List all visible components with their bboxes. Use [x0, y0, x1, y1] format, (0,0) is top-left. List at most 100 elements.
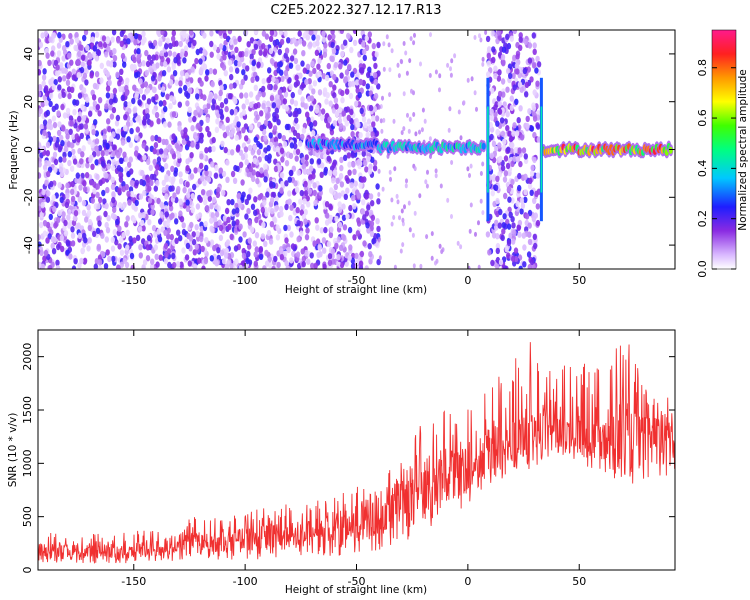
- spectrogram-speckle: [493, 65, 498, 72]
- spectrogram-speckle: [56, 50, 62, 57]
- spectrogram-speckle: [378, 255, 382, 261]
- spectrogram-speckle: [512, 122, 517, 129]
- spectrogram-speckle: [247, 144, 253, 151]
- spectrogram-speckle: [98, 41, 103, 48]
- spectrogram-speckle: [489, 114, 495, 122]
- spectrogram-speckle: [125, 215, 130, 222]
- spectrogram-speckle: [241, 109, 247, 116]
- spectrogram-speckle: [327, 116, 332, 123]
- spectrogram-speckle: [290, 243, 296, 250]
- spectrogram-speckle: [48, 100, 53, 108]
- spectrogram-speckle: [153, 231, 158, 238]
- spectrogram-speckle: [339, 261, 345, 269]
- spectrogram-speckle: [171, 111, 177, 118]
- snr-ytick-label: 500: [21, 506, 34, 527]
- spectrogram-speckle: [163, 60, 168, 68]
- spectrogram-speckle: [300, 248, 305, 255]
- spectrogram-speckle: [279, 248, 284, 255]
- spectrogram-speckle: [346, 32, 351, 40]
- spectrogram-speckle: [160, 55, 165, 63]
- spectrogram-speckle: [429, 32, 432, 38]
- spectrogram-speckle: [81, 199, 87, 207]
- spectrogram-speckle: [284, 123, 290, 131]
- spectrogram-speckle: [166, 66, 172, 73]
- spectrogram-speckle: [158, 148, 164, 155]
- spectrogram-speckle: [80, 54, 86, 61]
- spectrogram-speckle: [316, 63, 321, 70]
- spectrogram-speckle: [354, 252, 359, 260]
- spectrogram-speckle: [195, 93, 200, 100]
- spectrogram-speckle: [326, 240, 332, 248]
- spectrogram-speckle: [57, 92, 63, 100]
- spectrogram-speckle: [162, 121, 168, 128]
- spectrogram-speckle: [286, 224, 291, 232]
- spectrogram-speckle: [137, 225, 143, 233]
- spectrogram-speckle: [438, 87, 441, 93]
- spectrogram-speckle: [174, 40, 179, 47]
- spectrogram-speckle: [111, 30, 117, 36]
- spectrogram-speckle: [393, 166, 397, 172]
- spectrogram-speckle: [194, 135, 199, 142]
- spectrogram-speckle: [323, 226, 328, 234]
- spectrogram-speckle: [336, 236, 341, 243]
- spectrogram-speckle: [87, 138, 92, 145]
- spectrogram-speckle: [493, 184, 499, 191]
- spectrogram-speckle: [328, 231, 334, 239]
- spectrogram-speckle: [297, 88, 303, 96]
- spectrogram-speckle: [81, 87, 87, 94]
- spectrogram-speckle: [372, 72, 378, 79]
- spectrogram-speckle: [147, 219, 152, 226]
- spectrogram-speckle: [295, 251, 301, 258]
- spectrogram-speckle: [106, 118, 111, 125]
- spectrogram-speckle: [67, 159, 72, 167]
- spectrogram-speckle: [204, 75, 209, 82]
- spectrogram-speckle: [168, 200, 173, 207]
- spectrogram-speckle: [223, 252, 229, 259]
- spectrogram-speckle: [210, 212, 215, 219]
- spectrogram-speckle: [133, 205, 138, 212]
- spectrogram-speckle: [124, 84, 129, 92]
- spectrogram-speckle: [200, 245, 205, 253]
- spectrogram-speckle: [349, 108, 354, 116]
- spectrogram-speckle: [156, 156, 162, 163]
- spectrogram-speckle: [377, 192, 381, 197]
- spectrogram-speckle: [84, 79, 89, 86]
- snr-series-line: [38, 342, 675, 564]
- spectrogram-speckle: [46, 160, 51, 167]
- spectrogram-speckle: [202, 179, 207, 187]
- spectrogram-speckle: [519, 208, 524, 215]
- spectrogram-speckle: [241, 69, 246, 76]
- spectrogram-speckle: [511, 72, 516, 80]
- spectrogram-speckle: [385, 34, 389, 40]
- spectrogram-speckle: [149, 263, 155, 269]
- spectrogram-speckle: [307, 188, 313, 195]
- spectrogram-speckle: [283, 69, 289, 77]
- spectrogram-speckle: [228, 66, 234, 73]
- spectrogram-speckle: [141, 225, 146, 232]
- spectrogram-speckle: [505, 125, 510, 132]
- spectrogram-speckle: [294, 117, 299, 124]
- spectrogram-speckle: [261, 30, 267, 37]
- spectrogram-speckle: [273, 158, 278, 165]
- spectrogram-speckle: [39, 249, 44, 256]
- spectrogram-speckle: [261, 43, 266, 50]
- spectrogram-speckle: [424, 179, 428, 185]
- spectrogram-speckle: [38, 221, 44, 229]
- spectrogram-speckle: [400, 130, 404, 136]
- spectrogram-speckle: [523, 38, 529, 46]
- spectrogram-speckle: [260, 233, 266, 240]
- spectrogram-speckle: [304, 189, 309, 197]
- spectrogram-speckle: [233, 245, 239, 252]
- spectrogram-speckle: [264, 249, 269, 257]
- spectrogram-speckle: [110, 212, 116, 220]
- spectrogram-speckle: [380, 128, 384, 134]
- spectrogram-speckle: [280, 75, 285, 83]
- spectrogram-speckle: [311, 88, 316, 95]
- spectrogram-speckle: [199, 235, 204, 243]
- spectrogram-speckle: [491, 140, 497, 148]
- spectrogram-speckle: [364, 265, 369, 269]
- spectrogram-speckle: [331, 107, 337, 114]
- spectrogram-speckle: [450, 160, 454, 165]
- spectrogram-speckle: [48, 36, 53, 43]
